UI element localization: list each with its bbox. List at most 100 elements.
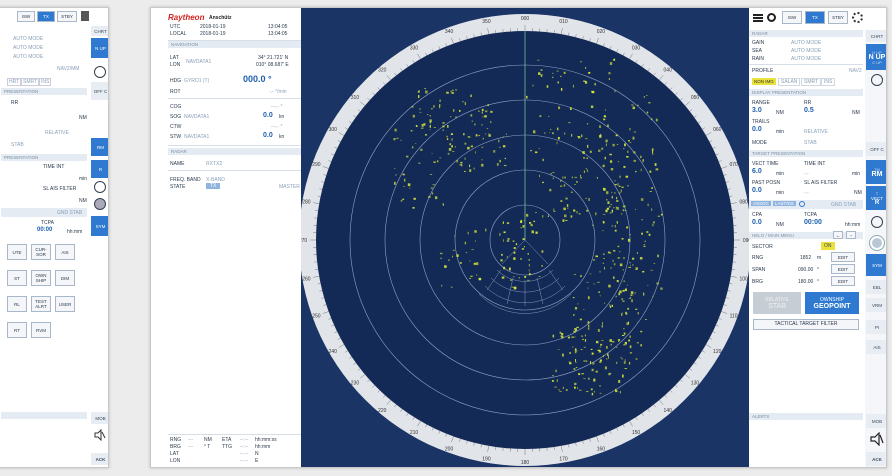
side-chrt[interactable]: CHRT (91, 26, 108, 36)
side-vrm[interactable]: VRM (866, 298, 886, 312)
hdg-source: GYRO1 (T) (184, 78, 210, 84)
radar-ppi-svg[interactable]: 000 010 020 030 040 050 060 070 080 090 100 110 120 1… (301, 8, 749, 468)
side-chrt[interactable]: CHRT (866, 30, 886, 42)
radar-echo (629, 234, 631, 236)
btn-test-alert[interactable]: TEST ALRT (31, 296, 51, 312)
mute-icon[interactable] (870, 431, 884, 447)
mute-icon[interactable] (94, 428, 106, 442)
side-off-center[interactable]: OFF C (866, 142, 886, 156)
tab-tx[interactable]: TX (37, 11, 55, 22)
btn-rvm[interactable]: RVM (31, 322, 51, 338)
chip-smrt[interactable]: SMRT (801, 78, 822, 86)
chip-hrt[interactable]: HRT (7, 78, 22, 86)
trails-value[interactable]: 0.0 (752, 126, 762, 133)
side-sym[interactable]: SYM (866, 254, 886, 276)
radar-echo (451, 138, 453, 141)
vect-time-value[interactable]: 6.0 (752, 168, 762, 175)
tcpa-value[interactable]: 00:00 (804, 219, 822, 226)
side-mob[interactable]: MOB (91, 412, 108, 424)
target-icon[interactable] (870, 236, 884, 250)
compass-icon[interactable] (871, 74, 883, 86)
chip-salan[interactable]: SALAN (778, 78, 801, 86)
lost-button[interactable]: LAST/DS (773, 201, 796, 206)
back-arrow-icon[interactable]: ← (833, 231, 843, 239)
btn-own-ship[interactable]: OWN SHIP (31, 270, 51, 286)
brilliance-icon[interactable] (767, 13, 776, 22)
rr-value[interactable]: 0.5 (804, 107, 814, 114)
cursor-ttg-unit: hh:mm (255, 444, 271, 450)
radar-echo (579, 318, 583, 321)
radar-echo (620, 313, 623, 316)
geopoint-button[interactable]: OWNSHIP GEOPOINT (805, 292, 859, 314)
side-off-center[interactable]: OFF C (91, 82, 108, 100)
side-sym[interactable]: SYM (91, 216, 108, 236)
side-ack[interactable]: ACK (91, 453, 108, 465)
tx-button[interactable]: TX (805, 11, 825, 24)
trails-mode[interactable]: RELATIVE (804, 129, 828, 135)
cpa-value[interactable]: 0.0 (752, 219, 762, 226)
rng-edit-button[interactable]: EDIT (831, 252, 855, 262)
side-rm[interactable]: RM (91, 138, 108, 156)
sector-toggle[interactable]: ON (821, 242, 835, 250)
radar-echo (502, 145, 506, 148)
past-posn-value[interactable]: 0.0 (752, 187, 762, 194)
settings-gear-icon[interactable] (852, 12, 863, 23)
side-rm[interactable]: TM RM (866, 160, 886, 184)
btn-ais[interactable]: AIS (55, 244, 75, 260)
settings-icon[interactable] (81, 11, 89, 21)
gain-value[interactable]: AUTO MODE (791, 40, 822, 46)
btn-rl[interactable]: RL (7, 296, 27, 312)
close-icon[interactable]: ▫ (846, 231, 856, 239)
relative-stab-button[interactable]: RELATIVE STAB (753, 292, 801, 314)
isw-button[interactable]: ISW (782, 11, 802, 24)
clock-icon[interactable] (94, 181, 106, 193)
brg-edit-button[interactable]: EDIT (831, 276, 855, 286)
compass-icon[interactable] (94, 66, 106, 78)
profile-value[interactable]: NAV2 (849, 68, 862, 74)
range-value[interactable]: 3.0 (752, 107, 762, 114)
btn-route[interactable]: UTE (7, 244, 27, 260)
radar-echo (598, 350, 602, 353)
radar-echo (569, 107, 572, 111)
side-vect[interactable]: T VECT R (866, 186, 886, 210)
radar-echo (624, 143, 626, 147)
radar-echo (421, 127, 424, 129)
span-edit-button[interactable]: EDIT (831, 264, 855, 274)
side-ack[interactable]: ACK (866, 452, 886, 466)
side-north-up[interactable]: N UP (91, 38, 108, 58)
btn-rt[interactable]: RT (7, 322, 27, 338)
rain-value[interactable]: AUTO MODE (791, 56, 822, 62)
stby-button[interactable]: STBY (828, 11, 848, 24)
side-ebl[interactable]: EBL (866, 280, 886, 294)
tactical-target-filter-button[interactable]: TACTICAL TARGET FILTER (753, 319, 859, 330)
side-mob[interactable]: MOB (866, 414, 886, 428)
radar-echo (603, 188, 606, 191)
brg-label: BRG (752, 279, 763, 285)
radar-display[interactable]: 000 010 020 030 040 050 060 070 080 090 100 110 120 1… (301, 8, 749, 468)
sl-ais-value[interactable]: -.- (804, 190, 809, 196)
side-ais[interactable]: AIS (866, 340, 886, 354)
side-pi[interactable]: PI (866, 320, 886, 334)
side-north-up[interactable]: H UP N UP C UP (866, 44, 886, 70)
chip-ins[interactable]: INS (39, 78, 52, 86)
radar-echo (415, 125, 418, 128)
sea-value[interactable]: AUTO MODE (791, 48, 822, 54)
chip-smrt[interactable]: SMRT (21, 78, 40, 86)
side-r[interactable]: R (91, 160, 108, 178)
gear-small-icon[interactable] (799, 201, 805, 207)
chip-non-img[interactable]: NON IMG (752, 78, 776, 85)
btn-dim[interactable]: DIM (55, 270, 75, 286)
chip-ins[interactable]: INS (821, 78, 836, 86)
mode-value[interactable]: STAB (804, 140, 817, 146)
btn-user[interactable]: USER (55, 296, 75, 312)
btn-cursor[interactable]: CUR-SOR (31, 244, 51, 260)
menu-icon[interactable] (753, 14, 763, 22)
assoc-button[interactable]: ASSOC (751, 201, 771, 206)
tab-isw[interactable]: ISW (17, 11, 35, 22)
tab-stby[interactable]: STBY (57, 11, 77, 22)
time-int-value[interactable]: -.- (804, 171, 809, 177)
radar-echo (626, 322, 629, 326)
clock-icon[interactable] (871, 216, 883, 228)
target-icon[interactable] (94, 198, 106, 210)
btn-st[interactable]: ST (7, 270, 27, 286)
